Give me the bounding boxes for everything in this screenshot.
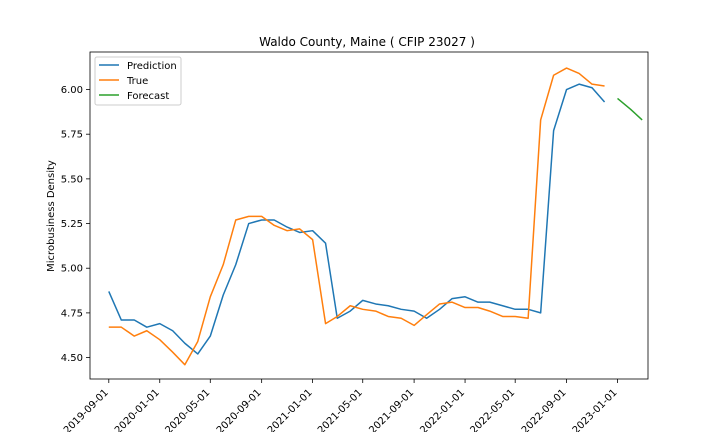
x-tick-label: 2022-01-01 (418, 387, 467, 432)
legend-label-forecast: Forecast (127, 91, 169, 102)
y-tick-label: 5.25 (61, 219, 83, 230)
x-tick-label: 2020-05-01 (164, 387, 213, 432)
legend-label-prediction: Prediction (127, 61, 177, 72)
legend-entry-forecast: Forecast (99, 91, 169, 102)
x-tick-label: 2022-09-01 (520, 387, 569, 432)
y-tick-label: 5.00 (61, 264, 83, 275)
series-layer (108, 67, 643, 366)
legend: Prediction True Forecast (94, 56, 182, 106)
x-tick-label: 2019-09-01 (62, 387, 111, 432)
legend-label-true: True (126, 76, 148, 87)
y-tick-label: 5.75 (61, 130, 83, 141)
x-tick-label: 2021-01-01 (266, 387, 315, 432)
series-line-prediction (108, 83, 606, 355)
y-axis: 4.50 4.75 5.00 5.25 5.50 5.75 6.00 (61, 85, 90, 364)
x-tick-label: 2020-09-01 (215, 387, 264, 432)
y-tick-label: 4.75 (61, 308, 83, 319)
series-line-true (108, 67, 605, 366)
y-tick-label: 5.50 (61, 174, 83, 185)
plot-area: 2019-09-01 2020-01-01 2020-05-01 2020-09-01… (61, 51, 649, 432)
x-tick-label: 2021-09-01 (367, 387, 416, 432)
series-line-forecast (617, 97, 643, 121)
x-tick-label: 2020-01-01 (113, 387, 162, 432)
legend-entry-prediction: Prediction (99, 61, 177, 72)
plot-frame (89, 51, 649, 380)
x-tick-label: 2023-01-01 (571, 387, 620, 432)
legend-frame (94, 56, 182, 106)
y-axis-label: Microbusiness Density (46, 160, 57, 272)
y-tick-label: 6.00 (61, 85, 83, 96)
x-tick-label: 2022-05-01 (468, 387, 517, 432)
legend-entry-true: True (99, 76, 148, 87)
y-tick-label: 4.50 (61, 353, 83, 364)
chart-title: Waldo County, Maine ( CFIP 23027 ) (259, 35, 475, 49)
x-tick-label: 2021-05-01 (316, 387, 365, 432)
x-axis: 2019-09-01 2020-01-01 2020-05-01 2020-09-01… (62, 379, 620, 432)
